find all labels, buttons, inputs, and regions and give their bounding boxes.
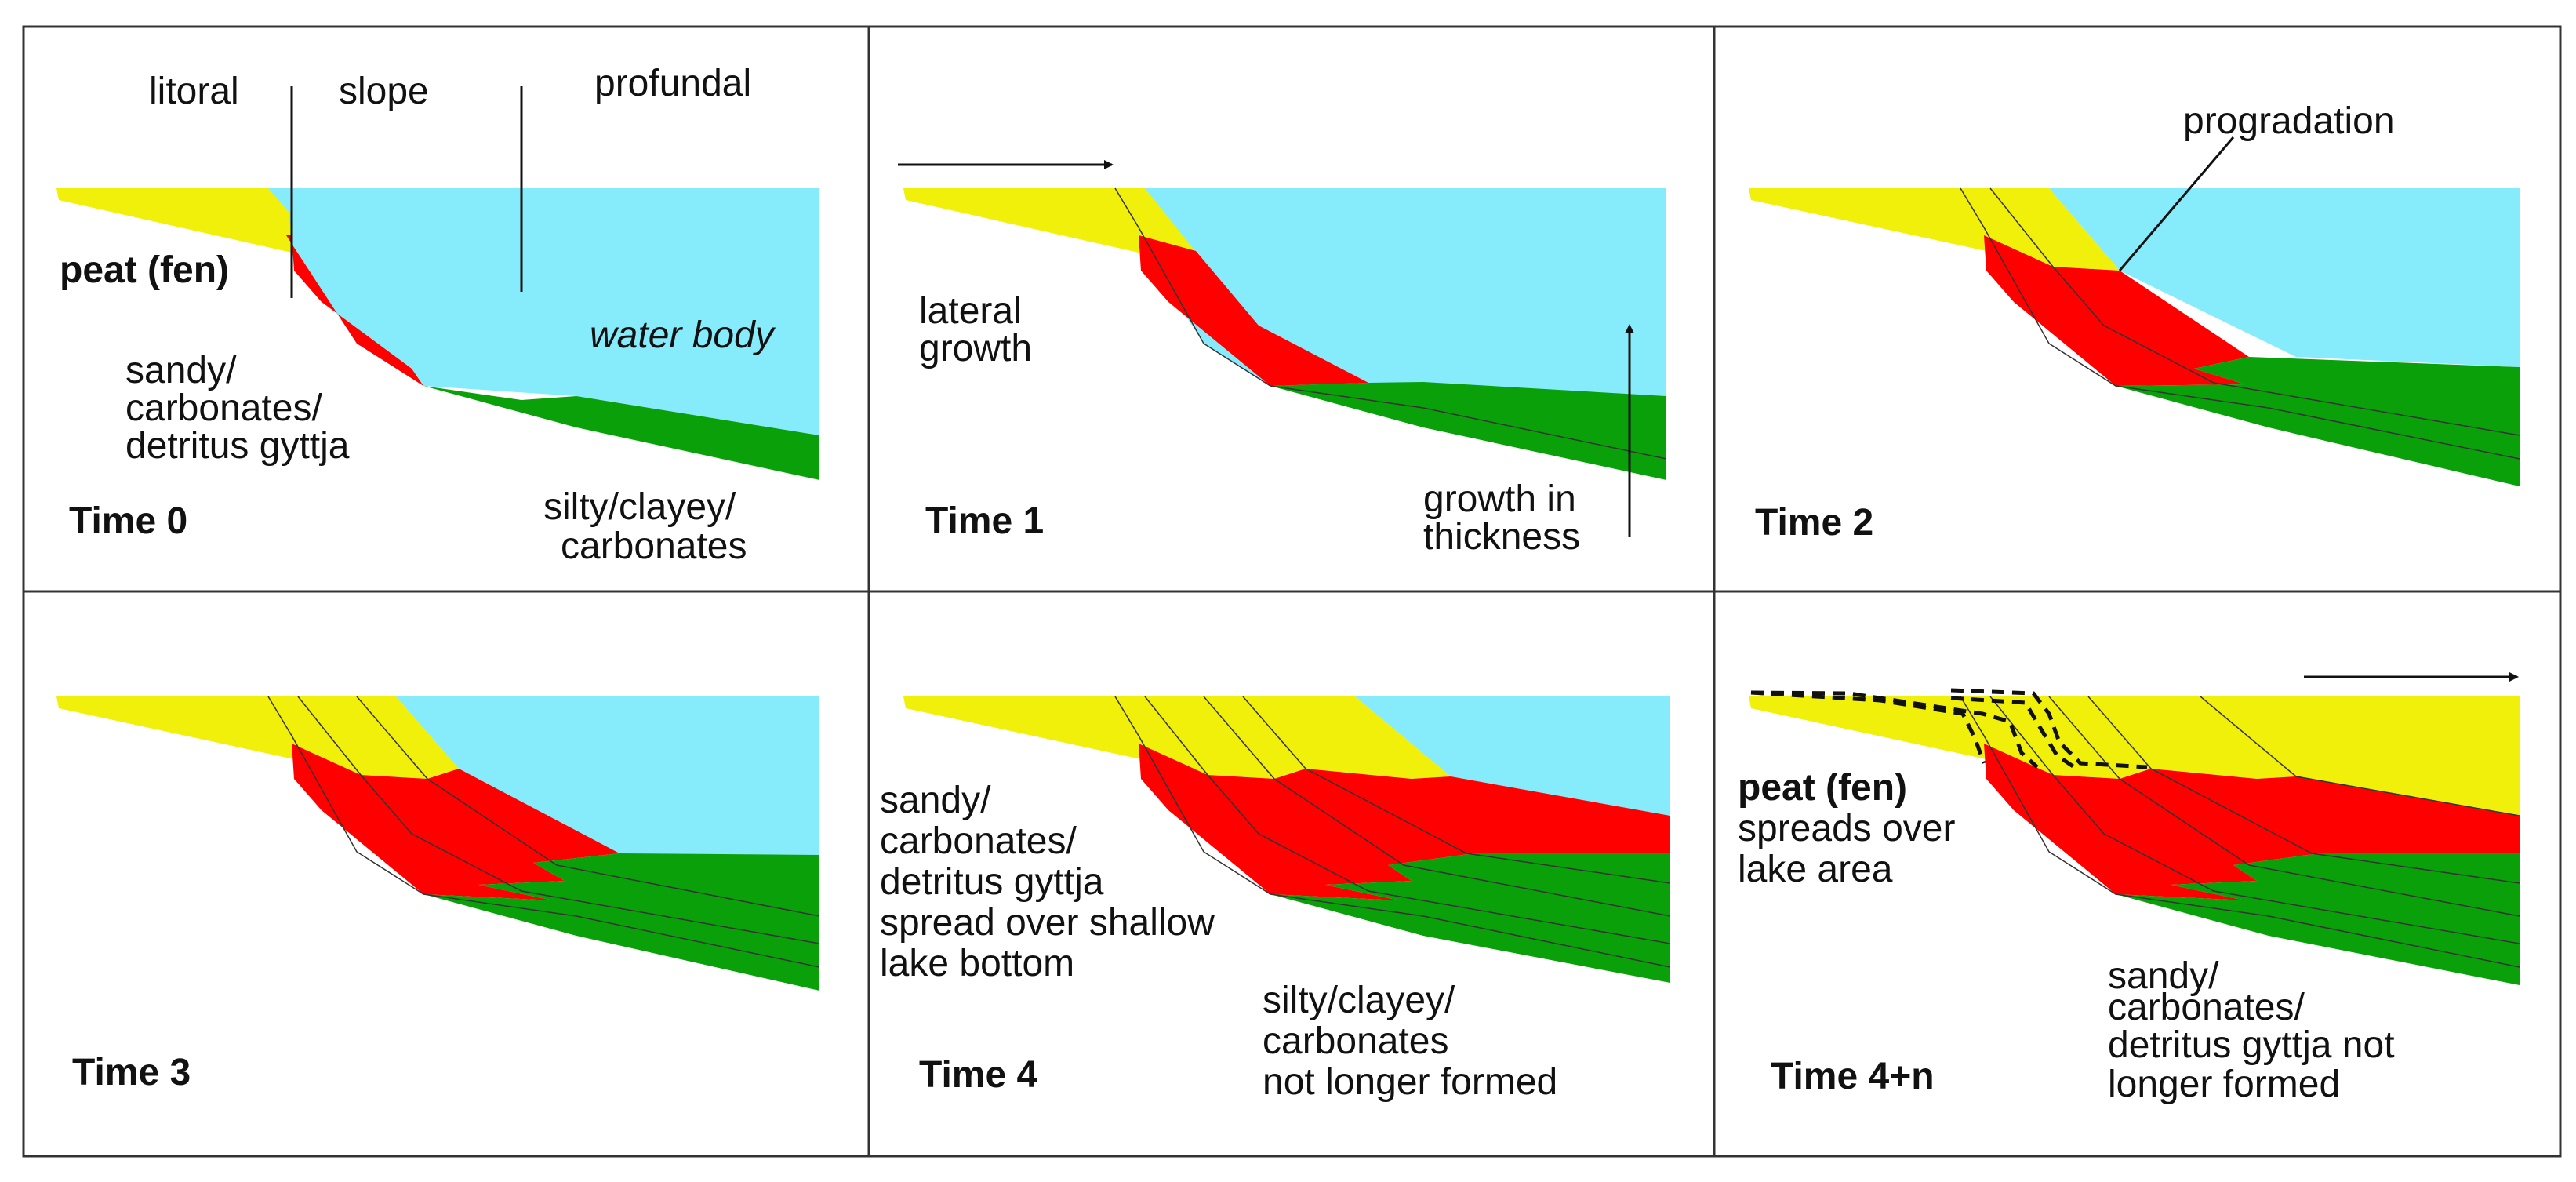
silty-layer bbox=[1270, 382, 1666, 480]
time-label: Time 3 bbox=[72, 1052, 191, 1093]
time-label: Time 4+n bbox=[1771, 1056, 1935, 1097]
peat-dashed-outline-1 bbox=[1750, 690, 1986, 764]
peat-layer bbox=[56, 696, 459, 779]
time-label: Time 2 bbox=[1755, 502, 1873, 544]
panel-time-4n: peat (fen) spreads over lake area sandy/… bbox=[1738, 672, 2520, 1105]
panel-time-1: lateral growth growth in thickness Time … bbox=[898, 160, 1667, 558]
silty-layer bbox=[1270, 853, 1670, 983]
spread-label-line-3: detritus gyttja bbox=[880, 861, 1104, 903]
time-label: Time 1 bbox=[925, 500, 1044, 542]
silty-layer bbox=[2116, 357, 2520, 486]
time-label: Time 4 bbox=[919, 1054, 1038, 1096]
zone-label-slope: slope bbox=[339, 71, 429, 112]
peat-layer bbox=[903, 188, 1139, 253]
panel-time-3: Time 3 bbox=[56, 696, 820, 1093]
peat-dashed-outline-3 bbox=[1950, 688, 2148, 769]
sandy-label-line-1: sandy/ bbox=[2108, 955, 2219, 997]
internal-boundary-1 bbox=[1114, 696, 1671, 968]
silty-label-line-1: silty/clayey/ bbox=[1263, 980, 1455, 1021]
peat-layer bbox=[903, 696, 1451, 779]
sandy-layer bbox=[1984, 235, 2249, 386]
internal-boundary-3 bbox=[2048, 696, 2520, 917]
growth-label-line-1: growth in bbox=[1423, 478, 1576, 520]
peat-layer bbox=[1749, 188, 2120, 271]
spread-label-line-4: spread over shallow bbox=[880, 902, 1215, 944]
spread-label-line-5: lake bottom bbox=[880, 943, 1074, 984]
internal-boundary-2 bbox=[297, 696, 820, 944]
silty-layer bbox=[423, 386, 819, 480]
internal-boundary-4 bbox=[1242, 696, 1671, 884]
progradation-leader bbox=[2118, 136, 2235, 271]
zone-label-profundal: profundal bbox=[594, 63, 751, 104]
spread-label-line-2: carbonates/ bbox=[880, 820, 1077, 862]
peat-label: peat (fen) bbox=[60, 249, 229, 291]
sandy-label-line-3: detritus gyttja not bbox=[2108, 1024, 2395, 1066]
peat-layer bbox=[1749, 696, 2520, 816]
peat-dashed-outline-4 bbox=[1950, 696, 2078, 771]
lateral-growth-label-line-2: growth bbox=[919, 328, 1032, 369]
water-body bbox=[56, 696, 819, 855]
progradation-label: progradation bbox=[2183, 100, 2395, 142]
panel-time-0: litoral slope profundal peat (fen) water… bbox=[56, 63, 819, 567]
peat-label-line-3: lake area bbox=[1738, 849, 1893, 890]
water-body-label: water body bbox=[590, 315, 776, 356]
internal-boundary-1 bbox=[267, 696, 820, 968]
sandy-label-line-2: carbonates/ bbox=[2108, 987, 2305, 1028]
silty-label-line-3: not longer formed bbox=[1263, 1061, 1557, 1103]
internal-boundary-1 bbox=[1960, 696, 2520, 968]
internal-boundary-2 bbox=[1989, 187, 2520, 436]
sandy-layer bbox=[292, 744, 619, 900]
time-label: Time 0 bbox=[69, 500, 187, 542]
sandy-layer bbox=[1139, 744, 1670, 900]
water-body bbox=[903, 188, 1666, 396]
sandy-layer bbox=[286, 235, 521, 400]
panel-time-5-4: sandy/ carbonates/ detritus gyttja sprea… bbox=[880, 696, 1671, 1103]
sandy-label-line-2: carbonates/ bbox=[125, 387, 322, 429]
internal-boundary-3 bbox=[356, 696, 820, 917]
silty-layer bbox=[2116, 853, 2520, 985]
peat-dashed-outline-2 bbox=[1750, 690, 2039, 769]
lateral-growth-label-line-1: lateral bbox=[919, 290, 1022, 332]
water-body bbox=[903, 696, 1670, 816]
internal-boundary-2 bbox=[1989, 696, 2520, 944]
peat-label-line-2: spreads over bbox=[1738, 808, 1955, 849]
internal-boundary-1 bbox=[1960, 187, 2520, 460]
water-body bbox=[1749, 188, 2520, 367]
internal-boundary-3 bbox=[1203, 696, 1671, 917]
internal-boundary-4 bbox=[2087, 696, 2520, 884]
peat-growth bbox=[1115, 188, 1208, 267]
internal-boundary-5 bbox=[2200, 696, 2520, 816]
spread-label-line-1: sandy/ bbox=[880, 780, 991, 821]
silty-label-line-2: carbonates bbox=[1263, 1020, 1449, 1062]
sandy-label-line-4: longer formed bbox=[2108, 1064, 2340, 1105]
panel-time-2: progradation Time 2 bbox=[1749, 100, 2520, 544]
water-body bbox=[56, 188, 819, 435]
growth-label-line-2: thickness bbox=[1423, 516, 1580, 558]
peat-layer bbox=[56, 188, 292, 253]
zone-label-litoral: litoral bbox=[149, 71, 239, 112]
sandy-label-line-1: sandy/ bbox=[125, 350, 237, 391]
internal-boundary-2 bbox=[1144, 696, 1671, 944]
silty-layer bbox=[423, 853, 819, 991]
internal-boundary bbox=[1114, 187, 1667, 460]
sandy-layer bbox=[1139, 235, 1368, 386]
silty-label-line-1: silty/clayey/ bbox=[543, 486, 736, 528]
peat-label-line-1: peat (fen) bbox=[1738, 767, 1907, 809]
silty-label-line-2: carbonates bbox=[561, 526, 747, 567]
sandy-label-line-3: detritus gyttja bbox=[125, 425, 350, 467]
